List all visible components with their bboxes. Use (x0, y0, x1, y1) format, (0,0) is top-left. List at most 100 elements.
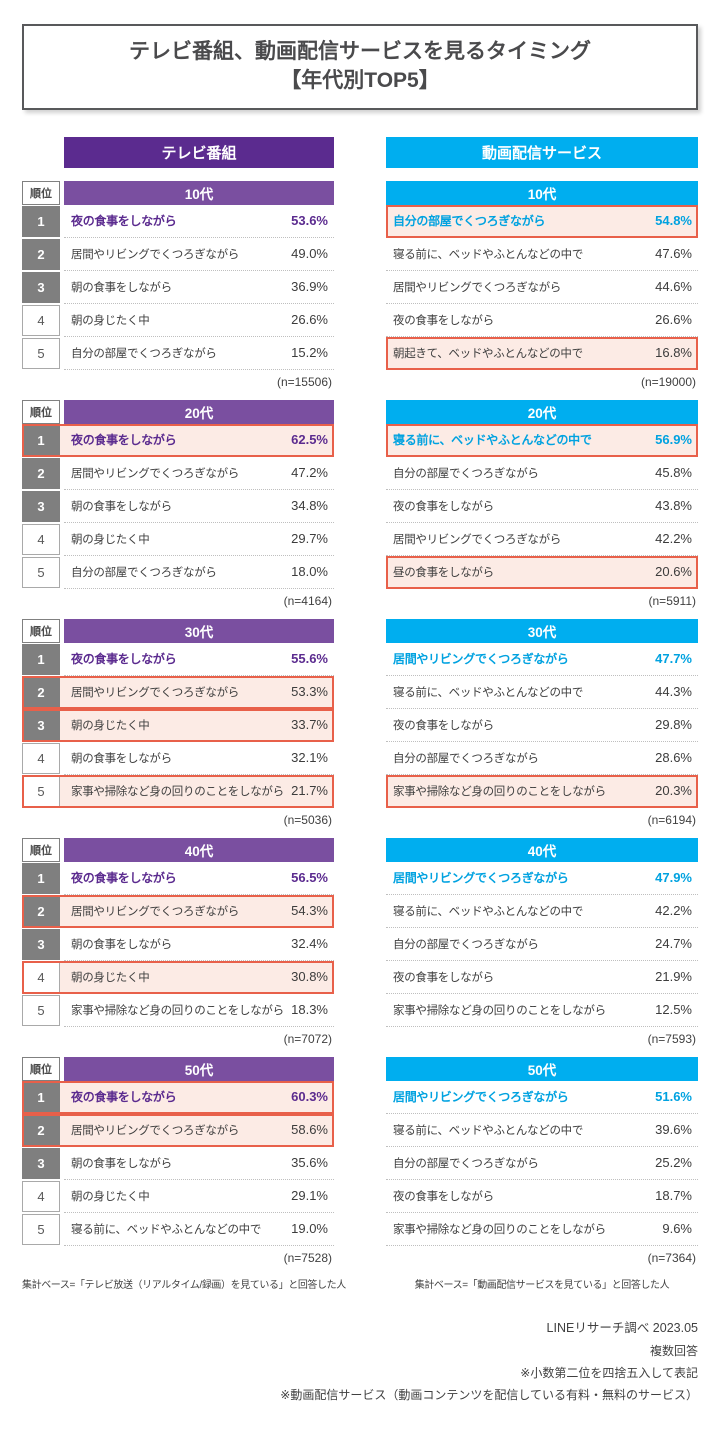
row-content: 昼の食事をしながら 20.6% (386, 556, 698, 589)
age-label: 50代 (64, 1056, 334, 1081)
ranking-row: 1 夜の食事をしながら 60.3% (22, 1080, 334, 1114)
row-content: 朝起きて、ベッドやふとんなどの中で 16.8% (386, 337, 698, 370)
ranking-row: 2 居間やリビングでくつろぎながら 58.6% (22, 1113, 334, 1147)
activity-label: 夜の食事をしながら (71, 652, 177, 667)
ranking-row: 3 朝の身じたく中 33.7% (22, 708, 334, 742)
activity-label: 居間やリビングでくつろぎながら (393, 281, 561, 294)
percent-value: 54.3% (291, 903, 328, 919)
percent-value: 18.3% (291, 1002, 328, 1018)
rank-column-header: 順位 (22, 1056, 60, 1081)
activity-label: 寝る前に、ベッドやふとんなどの中で (393, 248, 584, 261)
page-title-line2: 【年代別TOP5】 (280, 69, 440, 93)
percent-value: 21.9% (655, 969, 692, 985)
percent-value: 60.3% (291, 1089, 328, 1105)
activity-label: 自分の部屋でくつろぎながら (393, 938, 539, 951)
percent-value: 54.8% (655, 213, 692, 229)
rank-number: 4 (22, 961, 60, 993)
rank-column-header: 順位 (22, 837, 60, 862)
activity-label: 家事や掃除など身の回りのことをしながら (71, 1004, 284, 1017)
row-content: 居間やリビングでくつろぎながら 58.6% (64, 1114, 334, 1147)
sample-size: (n=7528) (283, 1250, 332, 1265)
activity-label: 朝の食事をしながら (71, 281, 172, 294)
rank-number: 5 (22, 994, 60, 1026)
ranking-row: 1 夜の食事をしながら 55.6% (22, 643, 334, 676)
ranking-row: 寝る前に、ベッドやふとんなどの中で 42.2% (386, 895, 698, 928)
percent-value: 44.3% (655, 684, 692, 700)
title-box: テレビ番組、動画配信サービスを見るタイミング 【年代別TOP5】 (22, 24, 698, 110)
percent-value: 28.6% (655, 750, 692, 766)
column-tv: テレビ番組 順位 10代 1 夜の食事をしながら 53.6% 2 居間やリビングでくつろぎなが… (22, 136, 346, 1291)
ranking-row: 3 朝の食事をしながら 36.9% (22, 271, 334, 304)
activity-label: 朝の身じたく中 (71, 1190, 150, 1203)
ranking-row: 3 朝の食事をしながら 32.4% (22, 928, 334, 961)
row-content: 朝の食事をしながら 32.1% (64, 742, 334, 775)
row-content: 居間やリビングでくつろぎながら 44.6% (386, 271, 698, 304)
activity-label: 居間やリビングでくつろぎながら (71, 467, 239, 480)
activity-label: 自分の部屋でくつろぎながら (71, 566, 217, 579)
activity-label: 夜の食事をしながら (71, 1090, 177, 1105)
percent-value: 58.6% (291, 1122, 328, 1138)
rank-number: 1 (22, 424, 60, 456)
ranking-row: 自分の部屋でくつろぎながら 25.2% (386, 1147, 698, 1180)
age-group-header: 20代 (386, 399, 698, 424)
percent-value: 53.6% (291, 213, 328, 229)
row-content: 居間やリビングでくつろぎながら 51.6% (386, 1081, 698, 1114)
sample-size: (n=5911) (648, 593, 696, 608)
ranking-row: 自分の部屋でくつろぎながら 24.7% (386, 928, 698, 961)
activity-label: 家事や掃除など身の回りのことをしながら (393, 1223, 606, 1236)
base-note-tv: 集計ベース=「テレビ放送（リアルタイム/録画）を見ている」と回答した人 (22, 1279, 346, 1291)
sample-size: (n=7364) (647, 1250, 696, 1265)
activity-label: 自分の部屋でくつろぎながら (393, 752, 539, 765)
activity-label: 朝起きて、ベッドやふとんなどの中で (393, 347, 583, 360)
activity-label: 夜の食事をしながら (393, 971, 494, 984)
ranking-row: 4 朝の身じたく中 29.1% (22, 1180, 334, 1213)
row-content: 夜の食事をしながら 43.8% (386, 490, 698, 523)
row-content: 寝る前に、ベッドやふとんなどの中で 44.3% (386, 676, 698, 709)
multi-answer-note: 複数回答 (649, 1343, 698, 1358)
rank-number: 1 (22, 1081, 60, 1113)
percent-value: 55.6% (291, 651, 328, 667)
percent-value: 44.6% (655, 279, 692, 295)
percent-value: 49.0% (291, 246, 328, 262)
percent-value: 39.6% (655, 1122, 692, 1138)
activity-label: 居間やリビングでくつろぎながら (393, 652, 569, 667)
activity-label: 朝の身じたく中 (71, 533, 150, 546)
ranking-row: 寝る前に、ベッドやふとんなどの中で 39.6% (386, 1114, 698, 1147)
age-group-header: 順位 20代 (22, 399, 334, 424)
ranking-row: 夜の食事をしながら 26.6% (386, 304, 698, 337)
activity-label: 家事や掃除など身の回りのことをしながら (393, 785, 606, 798)
row-content: 夜の食事をしながら 18.7% (386, 1180, 698, 1213)
age-label: 30代 (64, 618, 334, 643)
activity-label: 寝る前に、ベッドやふとんなどの中で (71, 1223, 262, 1236)
row-content: 寝る前に、ベッドやふとんなどの中で 42.2% (386, 895, 698, 928)
age-group-block-video-0: 10代 自分の部屋でくつろぎながら 54.8% 寝る前に、ベッドやふとんなどの中で 47… (386, 180, 698, 389)
percent-value: 34.8% (291, 498, 328, 514)
ranking-row: 寝る前に、ベッドやふとんなどの中で 47.6% (386, 238, 698, 271)
percent-value: 20.6% (655, 564, 692, 580)
activity-label: 夜の食事をしながら (393, 314, 494, 327)
sample-size: (n=19000) (640, 374, 696, 389)
ranking-row: 家事や掃除など身の回りのことをしながら 20.3% (386, 774, 698, 808)
row-content: 朝の食事をしながら 35.6% (64, 1147, 334, 1180)
row-content: 居間やリビングでくつろぎながら 49.0% (64, 238, 334, 271)
rank-number: 3 (22, 490, 60, 522)
row-content: 自分の部屋でくつろぎながら 18.0% (64, 556, 334, 589)
ranking-row: 昼の食事をしながら 20.6% (386, 555, 698, 589)
row-content: 家事や掃除など身の回りのことをしながら 21.7% (64, 775, 334, 808)
ranking-row: 5 家事や掃除など身の回りのことをしながら 18.3% (22, 994, 334, 1027)
percent-value: 18.0% (291, 564, 328, 580)
percent-value: 19.0% (291, 1221, 328, 1237)
ranking-row: 寝る前に、ベッドやふとんなどの中で 44.3% (386, 676, 698, 709)
activity-label: 朝の身じたく中 (71, 314, 150, 327)
activity-label: 夜の食事をしながら (71, 214, 177, 229)
age-group-header: 40代 (386, 837, 698, 862)
age-group-block-video-1: 20代 寝る前に、ベッドやふとんなどの中で 56.9% 自分の部屋でくつろぎながら 45… (386, 399, 698, 608)
activity-label: 朝の食事をしながら (71, 500, 172, 513)
percent-value: 26.6% (655, 312, 692, 328)
row-content: 自分の部屋でくつろぎながら 45.8% (386, 457, 698, 490)
sample-size: (n=7072) (283, 1031, 332, 1046)
rank-column-header: 順位 (22, 399, 60, 424)
percent-value: 62.5% (291, 432, 328, 448)
column-video: 動画配信サービス 10代 自分の部屋でくつろぎながら 54.8% 寝る前に、ベッドやふと… (386, 136, 698, 1291)
